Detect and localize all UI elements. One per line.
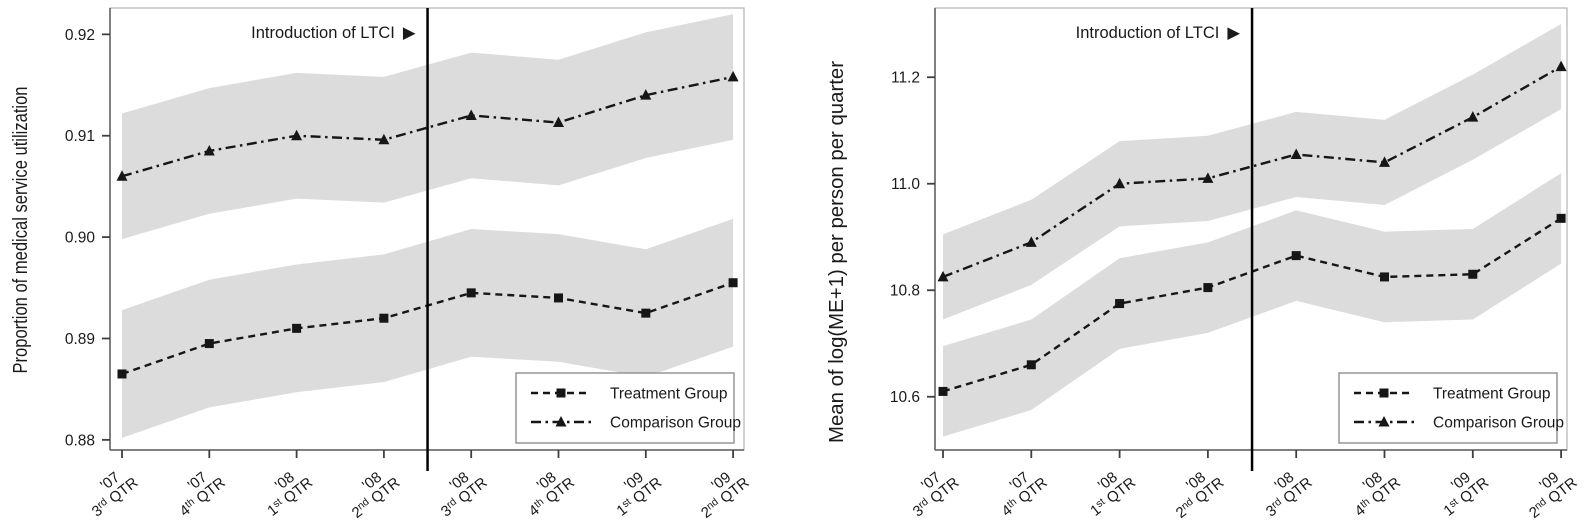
comparison-group-marker: [640, 89, 652, 100]
treatment-group-marker: [1556, 213, 1566, 223]
comparison-group-line: [121, 75, 734, 178]
ltci-arrow-icon: ▶: [403, 24, 417, 42]
y-tick-label: 10.8: [890, 283, 920, 300]
legend-label: Comparison Group: [1433, 415, 1564, 432]
comparison-group-marker: [1555, 60, 1567, 72]
comparison-group-marker: [203, 144, 215, 156]
comparison-group-marker: [727, 70, 739, 82]
comparison-group-marker: [1202, 172, 1214, 183]
treatment-group-marker: [641, 308, 651, 318]
legend-triangle-marker: [1378, 416, 1390, 427]
treatment-group-marker: [117, 369, 127, 379]
treatment-group-marker: [466, 288, 476, 298]
comparison-group-marker: [1467, 111, 1479, 122]
legend-label: Comparison Group: [610, 415, 741, 432]
left-panel: Proportion of medical service utilizatio…: [0, 0, 795, 522]
treatment-group-marker: [938, 386, 948, 396]
treatment-group-marker: [1115, 299, 1125, 309]
treatment-group-marker: [379, 313, 389, 323]
y-tick-label: 11.2: [891, 70, 920, 87]
ltci-annotation: Introduction of LTCI ▶: [251, 24, 417, 42]
y-axis-title-right: Mean of log(ME+1) per person per quarter: [826, 61, 848, 443]
treatment-group-marker: [1291, 251, 1301, 261]
legend: Treatment Group Comparison Group: [1338, 372, 1564, 444]
comparison-group-marker: [1290, 148, 1302, 159]
legend-square-marker: [556, 388, 566, 398]
treatment-group-marker: [728, 278, 738, 288]
legend: Treatment Group Comparison Group: [515, 372, 741, 444]
treatment-group-marker: [1203, 283, 1213, 293]
legend-label: Treatment Group: [610, 386, 727, 403]
y-tick-label: 0.90: [65, 230, 96, 247]
ltci-annotation: Introduction of LTCI ▶: [1076, 24, 1242, 42]
y-tick-label: 11.0: [891, 176, 920, 193]
legend-label: Treatment Group: [1433, 386, 1550, 403]
y-tick-label: 10.6: [890, 389, 920, 406]
comparison-group-marker: [1025, 236, 1037, 247]
right-chart: Mean of log(ME+1) per person per quarter…: [826, 7, 1581, 522]
comparison-group-marker: [465, 109, 477, 120]
comparison-group-marker: [1114, 177, 1126, 189]
treatment-group-marker: [1380, 272, 1389, 282]
treatment-group-marker: [292, 323, 302, 333]
treatment-group-marker: [554, 293, 563, 303]
y-tick-label: 0.91: [65, 128, 95, 145]
treatment-group-marker: [204, 339, 214, 349]
comparison-group-marker: [1379, 156, 1390, 167]
legend-box: [515, 372, 735, 444]
comparison-group-marker: [937, 270, 949, 282]
comparison-group-marker: [378, 133, 390, 145]
comparison-group-marker: [291, 129, 303, 141]
y-tick-label: 0.92: [65, 27, 95, 44]
left-chart: Proportion of medical service utilizatio…: [10, 7, 753, 522]
comparison-group-marker: [553, 116, 564, 128]
comparison-group-marker: [116, 170, 128, 181]
y-axis-title-left: Proportion of medical service utilizatio…: [10, 87, 32, 374]
legend-triangle-marker: [555, 416, 567, 427]
ltci-arrow-icon: ▶: [1227, 24, 1241, 42]
right-panel: Mean of log(ME+1) per person per quarter…: [795, 0, 1595, 522]
legend-box: [1338, 372, 1558, 444]
y-tick-label: 0.88: [65, 432, 95, 449]
treatment-group-marker: [1468, 269, 1478, 279]
comparison-group-line: [942, 65, 1562, 279]
y-tick-label: 0.89: [65, 331, 95, 348]
legend-square-marker: [1379, 388, 1389, 398]
treatment-group-marker: [1026, 360, 1036, 370]
